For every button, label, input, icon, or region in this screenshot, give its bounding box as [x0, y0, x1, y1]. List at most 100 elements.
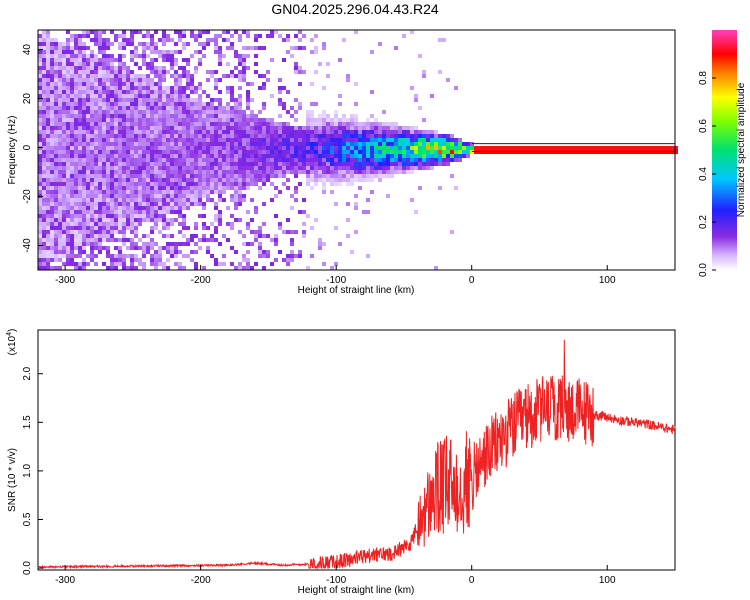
spectrogram-cell — [158, 114, 162, 118]
spectrogram-cell — [178, 142, 182, 146]
spectrogram-cell — [122, 154, 126, 158]
spectrogram-cell — [386, 126, 390, 130]
spectrogram-cell — [150, 126, 154, 130]
spectrogram-cell — [46, 246, 50, 250]
spectrogram-cell — [82, 174, 86, 178]
spectrogram-cell — [262, 254, 266, 258]
spectrogram-cell — [82, 102, 86, 106]
spectrogram-cell — [194, 154, 198, 158]
spectrogram-cell — [94, 70, 98, 74]
spectrogram-cell — [214, 218, 218, 222]
spectrogram-cell — [222, 178, 226, 182]
spectrogram-cell — [430, 154, 434, 158]
spectrogram-cell — [158, 174, 162, 178]
spectrogram-cell — [122, 170, 126, 174]
spectrogram-cell — [102, 78, 106, 82]
spectrogram-cell — [354, 114, 358, 118]
spectrogram-cell — [58, 242, 62, 246]
spectrogram-cell — [138, 166, 142, 170]
spectrogram-cell — [150, 66, 154, 70]
spectrogram-cell — [258, 122, 262, 126]
spectrogram-cell — [66, 98, 70, 102]
spectrogram-cell — [46, 70, 50, 74]
spectrogram-cell — [290, 46, 294, 50]
spectrogram-cell — [150, 38, 154, 42]
spectrogram-cell — [262, 86, 266, 90]
spectrogram-cell — [94, 214, 98, 218]
spectrogram-cell — [122, 262, 126, 266]
spectrogram-cell — [254, 138, 258, 142]
spectrogram-cell — [170, 90, 174, 94]
spectrogram-cell — [206, 142, 210, 146]
spectrogram-cell — [186, 186, 190, 190]
spectrogram-cell — [154, 194, 158, 198]
spectrogram-cell — [130, 34, 134, 38]
spectrogram-cell — [142, 90, 146, 94]
spectrogram-cell — [254, 38, 258, 42]
spectrogram-cell — [110, 118, 114, 122]
spectrogram-cell — [50, 198, 54, 202]
spectrogram-cell — [134, 102, 138, 106]
spectrogram-cell — [318, 170, 322, 174]
spectrogram-cell — [106, 186, 110, 190]
spectrogram-cell — [246, 30, 250, 34]
spectrogram-cell — [182, 158, 186, 162]
spectrogram-cell — [138, 222, 142, 226]
spectrogram-cell — [102, 102, 106, 106]
spectrogram-cell — [158, 142, 162, 146]
spectrogram-cell — [310, 114, 314, 118]
spectrogram-cell — [138, 174, 142, 178]
spectrogram-cell — [102, 82, 106, 86]
spectrogram-cell — [250, 134, 254, 138]
spectrogram-cell — [150, 110, 154, 114]
spectrogram-cell — [310, 134, 314, 138]
spectrogram-cell — [566, 150, 570, 154]
spectrogram-cell — [210, 110, 214, 114]
spectrogram-cell — [278, 90, 282, 94]
spectrogram-cell — [194, 234, 198, 238]
spectrogram-cell — [126, 214, 130, 218]
spectrogram-cell — [54, 102, 58, 106]
spectrogram-cell — [174, 74, 178, 78]
spectrogram-cell — [250, 150, 254, 154]
spectrogram-cell — [38, 42, 42, 46]
spectrogram-cell — [202, 118, 206, 122]
spectrogram-cell — [178, 102, 182, 106]
spectrogram-cell — [618, 150, 622, 154]
spectrogram-cell — [94, 262, 98, 266]
spectrogram-cell — [62, 182, 66, 186]
spectrogram-cell — [38, 254, 42, 258]
spectrogram-cell — [98, 66, 102, 70]
spectrogram-cell — [250, 114, 254, 118]
spectrogram-cell — [114, 210, 118, 214]
spectrogram-cell — [350, 166, 354, 170]
spectrogram-cell — [234, 150, 238, 154]
spectrogram-cell — [90, 58, 94, 62]
spectrogram-cell — [114, 122, 118, 126]
spectrogram-cell — [38, 118, 42, 122]
spectrogram-cell — [98, 58, 102, 62]
spectrogram-cell — [214, 106, 218, 110]
spectrogram-cell — [218, 98, 222, 102]
spectrogram-cell — [50, 94, 54, 98]
spectrogram-cell — [70, 194, 74, 198]
spectrogram-cell — [50, 158, 54, 162]
spectrogram-cell — [422, 162, 426, 166]
spectrogram-cell — [78, 214, 82, 218]
spectrogram-cell — [438, 134, 442, 138]
spectrogram-cell — [282, 230, 286, 234]
spectrogram-cell — [198, 102, 202, 106]
spectrogram-cell — [58, 146, 62, 150]
spectrogram-cell — [398, 146, 402, 150]
spectrogram-cell — [346, 130, 350, 134]
spectrogram-cell — [142, 98, 146, 102]
spectrogram-cell — [66, 90, 70, 94]
spectrogram-cell — [230, 166, 234, 170]
spectrogram-cell — [146, 158, 150, 162]
spectrogram-cell — [142, 210, 146, 214]
spectrogram-cell — [122, 242, 126, 246]
spectrogram-cell — [294, 254, 298, 258]
spectrogram-cell — [98, 234, 102, 238]
spectrogram-cell — [206, 122, 210, 126]
spectrogram-cell — [466, 150, 470, 154]
